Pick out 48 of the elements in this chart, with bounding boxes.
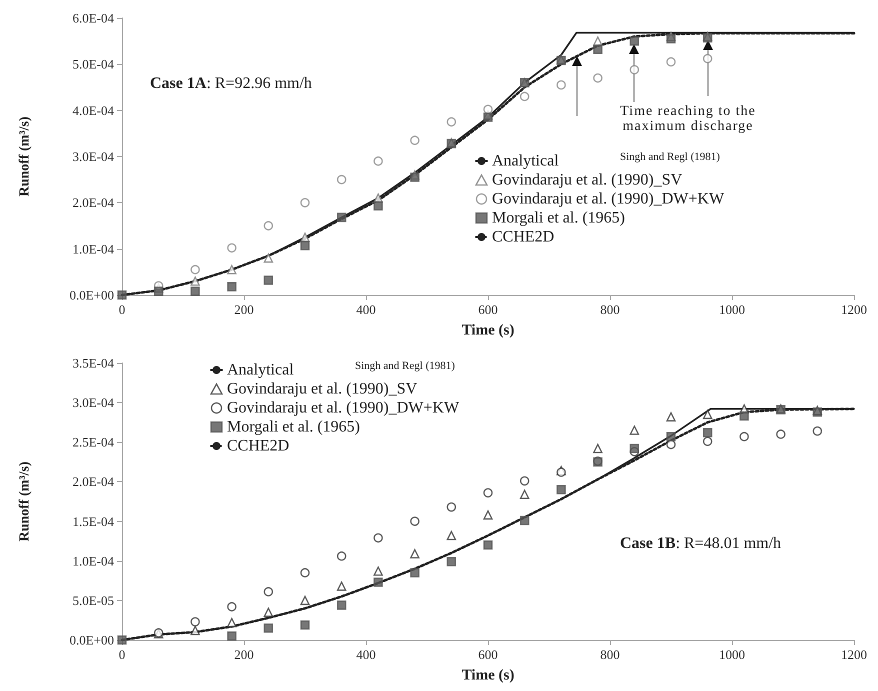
legend-label: Analytical	[227, 362, 294, 378]
x-axis-title: Time (s)	[462, 322, 514, 338]
annotation: Time reaching to the maximum discharge	[619, 104, 757, 134]
legend-label: Morgali et al. (1965)	[492, 210, 626, 226]
x-tick-label: 0	[118, 302, 126, 317]
y-tick-label: 4.0E-04	[72, 102, 114, 118]
legend-label: Morgali et al. (1965)	[227, 418, 360, 436]
x-tick-label: 1200	[841, 302, 867, 317]
x-tick-label: 200	[234, 647, 254, 662]
y-tick-label: 3.0E-04	[72, 149, 114, 164]
y-tick-label: 2.0E-04	[72, 474, 114, 490]
y-axis-title: Runoff (m³/s)	[18, 461, 32, 542]
y-tick-label: 2.5E-04	[72, 434, 114, 450]
y-tick-label: 2.0E-04	[72, 195, 114, 210]
x-tick-label: 0	[118, 647, 126, 662]
legend-label: CCHE2D	[492, 228, 554, 246]
legend-label: Govindaraju et al. (1990)_SV	[227, 380, 418, 398]
x-tick-label: 1000	[719, 647, 745, 662]
y-tick-label: 1.0E-04	[72, 241, 114, 256]
x-tick-label: 1200	[841, 647, 867, 662]
legend-label: Govindaraju et al. (1990)_DW+KW	[492, 190, 725, 208]
y-axis-title: Runoff (m³/s)	[18, 116, 32, 197]
x-tick-label: 600	[478, 647, 498, 662]
y-tick-label: 5.0E-04	[72, 56, 114, 72]
legend-label: Analytical	[492, 152, 560, 170]
legend-label: Govindaraju et al. (1990)_DW+KW	[227, 400, 460, 416]
annotation: Singh and Regl (1981)	[355, 360, 455, 372]
x-tick-label: 1000	[719, 302, 745, 317]
y-tick-label: 5.0E-05	[72, 592, 114, 608]
annotation: Case 1B: R=48.01 mm/h	[620, 535, 782, 553]
annotation: Singh and Regl (1981)	[620, 151, 720, 163]
annotation: Case 1A: R=92.96 mm/h	[150, 75, 312, 93]
y-tick-label: 0.0E+00	[69, 288, 114, 302]
y-tick-label: 3.0E-04	[72, 395, 114, 410]
x-tick-label: 400	[356, 302, 376, 317]
x-axis-title: Time (s)	[462, 668, 514, 684]
y-tick-label: 6.0E-04	[72, 10, 114, 26]
y-tick-label: 0.0E+00	[69, 632, 114, 648]
x-tick-label: 200	[234, 302, 254, 317]
legend-label: Govindaraju et al. (1990)_SV	[492, 172, 683, 188]
x-tick-label: 400	[356, 647, 376, 662]
y-tick-label: 1.5E-04	[72, 514, 114, 529]
y-tick-label: 3.5E-04	[72, 356, 114, 370]
x-tick-label: 800	[600, 647, 620, 662]
y-tick-label: 1.0E-04	[72, 553, 114, 568]
x-tick-label: 600	[478, 302, 498, 317]
x-tick-label: 800	[600, 302, 620, 317]
legend-label: CCHE2D	[227, 438, 290, 454]
